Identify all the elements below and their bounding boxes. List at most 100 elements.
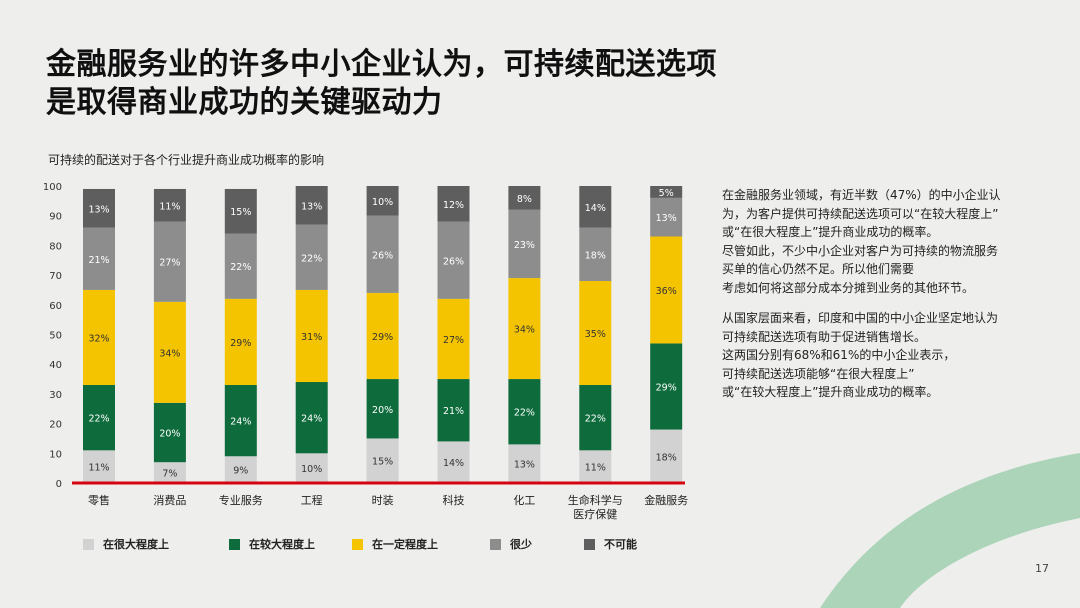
bar-segment xyxy=(437,379,470,442)
data-label: 22% xyxy=(514,408,535,419)
y-tick-label: 0 xyxy=(56,479,62,490)
data-label: 5% xyxy=(659,188,674,199)
commentary-line: 可持续配送选项能够“在很大程度上” xyxy=(722,366,915,381)
bar-segment xyxy=(437,441,470,483)
data-label: 20% xyxy=(159,429,180,440)
data-label: 13% xyxy=(301,201,322,212)
category-label-line: 时装 xyxy=(372,494,394,507)
commentary-line: 可持续配送选项有助于促进销售增长。 xyxy=(722,329,927,344)
data-label: 32% xyxy=(88,333,109,344)
chart-title: 可持续的配送对于各个行业提升商业成功概率的影响 xyxy=(48,153,325,167)
bar-segment xyxy=(153,188,186,222)
legend-item: 不可能 xyxy=(584,536,637,552)
commentary-line: 为，为客户提供可持续配送选项可以“在较大程度上” xyxy=(722,206,999,221)
data-label: 34% xyxy=(514,325,535,336)
bar-segment xyxy=(366,438,399,483)
bar-segment xyxy=(295,382,328,454)
bar-segment xyxy=(153,221,186,302)
y-tick-label: 20 xyxy=(49,420,62,431)
data-label: 7% xyxy=(162,469,177,480)
category-label-line: 零售 xyxy=(88,493,110,507)
bar-segment xyxy=(579,186,612,228)
commentary-text: 在金融服务业领域，有近半数（47%）的中小企业认 为，为客户提供可持续配送选项可… xyxy=(722,186,1062,414)
bar-segment xyxy=(366,186,399,216)
category-label-line: 生命科学与 xyxy=(568,493,623,507)
data-label: 15% xyxy=(372,457,393,468)
data-label: 13% xyxy=(88,204,109,215)
data-label: 22% xyxy=(230,262,251,273)
category-label: 化工 xyxy=(513,493,535,507)
data-label: 9% xyxy=(233,466,248,477)
bar-segment xyxy=(437,186,470,222)
legend-swatch xyxy=(352,538,363,550)
legend-label: 在很大程度上 xyxy=(103,538,169,551)
bar-segment xyxy=(579,384,612,451)
bar-segment xyxy=(153,301,186,403)
category-label: 科技 xyxy=(443,493,465,507)
data-label: 20% xyxy=(372,405,393,416)
category-label: 专业服务 xyxy=(219,493,263,507)
bar-segment xyxy=(508,186,541,210)
data-label: 8% xyxy=(517,194,532,205)
data-label: 18% xyxy=(656,452,677,463)
y-tick-label: 40 xyxy=(49,360,62,371)
commentary-line: 从国家层面来看，印度和中国的中小企业坚定地认为 xyxy=(722,311,999,325)
y-tick-label: 70 xyxy=(49,271,62,282)
bar-segment xyxy=(579,227,612,282)
bar-segment xyxy=(508,278,541,380)
commentary-paragraph-1: 在金融服务业领域，有近半数（47%）的中小企业认 为，为客户提供可持续配送选项可… xyxy=(722,186,1062,297)
commentary-line: 这两国分别有68%和61%的中小企业表示， xyxy=(722,348,956,362)
bar-segment xyxy=(437,298,470,380)
bar-segment xyxy=(224,233,257,299)
category-label: 生命科学与医疗保健 xyxy=(568,493,623,521)
legend-swatch xyxy=(490,538,501,550)
data-label: 10% xyxy=(301,464,322,475)
bar-segment xyxy=(579,450,612,483)
bar-segment xyxy=(295,453,328,483)
data-label: 24% xyxy=(230,417,251,428)
data-label: 18% xyxy=(585,250,606,261)
commentary-line: 尽管如此，不少中小企业对客户为可持续的物流服务 xyxy=(722,243,999,258)
data-label: 29% xyxy=(230,338,251,349)
category-label-line: 科技 xyxy=(443,493,465,507)
bar-segment xyxy=(650,236,683,344)
data-label: 36% xyxy=(656,286,677,297)
data-label: 11% xyxy=(585,463,606,474)
category-label: 工程 xyxy=(301,494,323,507)
data-label: 11% xyxy=(88,463,109,474)
decorative-swoosh xyxy=(820,453,1080,608)
category-label: 零售 xyxy=(88,493,110,507)
data-label: 29% xyxy=(372,332,393,343)
bar-segment xyxy=(295,186,328,225)
bar-segment xyxy=(579,281,612,385)
commentary-paragraph-2: 从国家层面来看，印度和中国的中小企业坚定地认为 可持续配送选项有助于促进销售增长… xyxy=(722,309,1062,402)
y-tick-label: 10 xyxy=(49,449,62,460)
category-label-line: 专业服务 xyxy=(219,493,263,507)
commentary-line: 或“在很大程度上”提升商业成功的概率。 xyxy=(722,225,939,239)
bar-segment xyxy=(508,379,541,445)
stacked-bar-chart: 0 10 20 30 40 50 60 70 80 90 100 11% 22% 32% 21% 13% 零售 7… xyxy=(43,182,688,521)
data-label: 31% xyxy=(301,332,322,343)
y-tick-label: 80 xyxy=(49,241,62,252)
legend-swatch xyxy=(584,538,595,550)
data-label: 26% xyxy=(372,250,393,261)
bar-segment xyxy=(650,197,683,237)
legend-item: 在较大程度上 xyxy=(229,536,315,552)
bar-segment xyxy=(83,227,115,290)
legend-item: 在很大程度上 xyxy=(83,536,169,552)
data-label: 15% xyxy=(230,207,251,218)
page-title-line-2: 是取得商业成功的关键驱动力 xyxy=(46,85,443,120)
legend-label: 在一定程度上 xyxy=(372,538,438,551)
legend-item: 在一定程度上 xyxy=(352,536,438,552)
bar-segment xyxy=(366,215,399,293)
bar-segment xyxy=(366,379,399,439)
y-tick-label: 60 xyxy=(49,301,62,312)
y-tick-label: 50 xyxy=(49,331,62,342)
bar-segment xyxy=(295,289,328,383)
y-tick-label: 30 xyxy=(49,390,62,401)
page-number: 17 xyxy=(1035,562,1049,575)
bar-segment xyxy=(650,186,683,198)
bar-segment xyxy=(83,289,115,385)
page-title-line-1: 金融服务业的许多中小企业认为，可持续配送选项 xyxy=(46,47,717,82)
bar-segment xyxy=(224,188,257,234)
